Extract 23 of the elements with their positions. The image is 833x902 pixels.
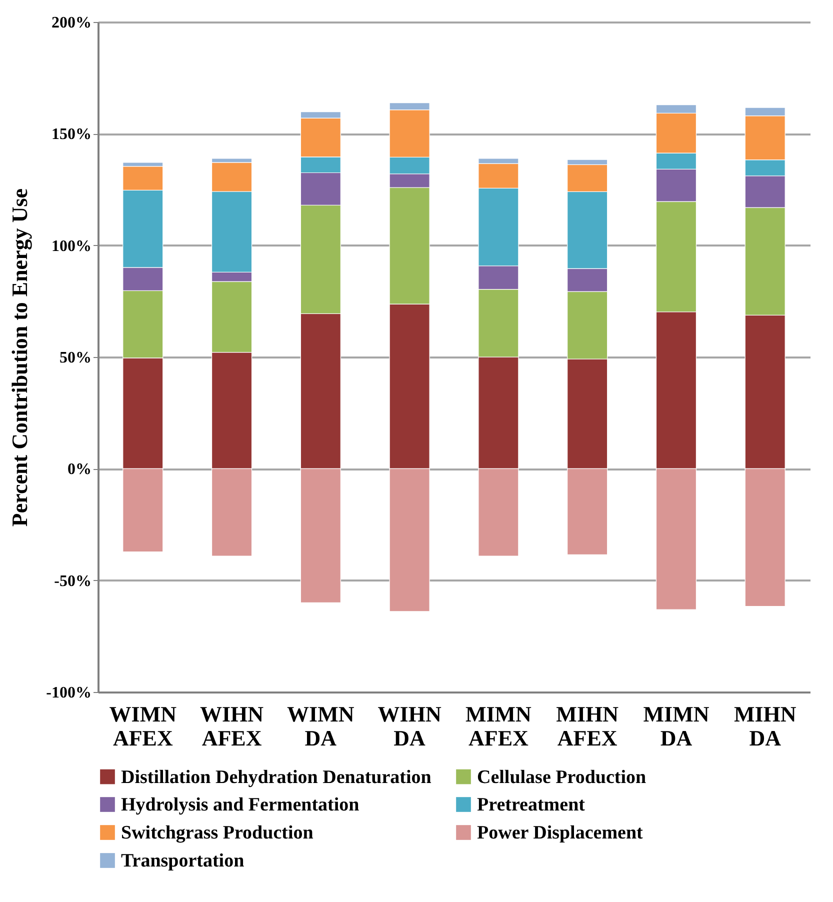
y-tick-label: 100% [52, 238, 92, 255]
x-tick-label: WIHN DA [378, 702, 442, 750]
legend-label: Distillation Dehydration Denaturation [121, 766, 432, 788]
y-tick-label: 150% [52, 126, 92, 144]
legend-label: Pretreatment [477, 794, 586, 816]
y-tick-label: 200% [52, 14, 92, 32]
x-tick-label: MIMN DA [643, 702, 710, 750]
legend-label: Switchgrass Production [121, 822, 314, 844]
y-tick-label: 0% [68, 461, 92, 478]
y-tick-label: 50% [60, 350, 92, 366]
x-tick-label: WIMN DA [287, 702, 354, 750]
legend-label: Power Displacement [477, 822, 644, 844]
legend-label: Transportation [121, 850, 245, 872]
x-tick-label: MIHN DA [734, 702, 796, 750]
x-tick-label: MIHN AFEX [556, 702, 619, 750]
y-axis-title: Percent Contribution to Energy Use [7, 188, 32, 527]
y-tick-label: -50% [54, 572, 92, 590]
x-tick-label: MIMN AFEX [465, 702, 532, 750]
x-tick-label: WIMN AFEX [109, 702, 177, 750]
x-tick-label: WIHN AFEX [200, 702, 264, 750]
legend-label: Hydrolysis and Fermentation [121, 794, 360, 816]
y-tick-label: -100% [46, 684, 92, 702]
legend-label: Cellulase Production [477, 766, 647, 788]
